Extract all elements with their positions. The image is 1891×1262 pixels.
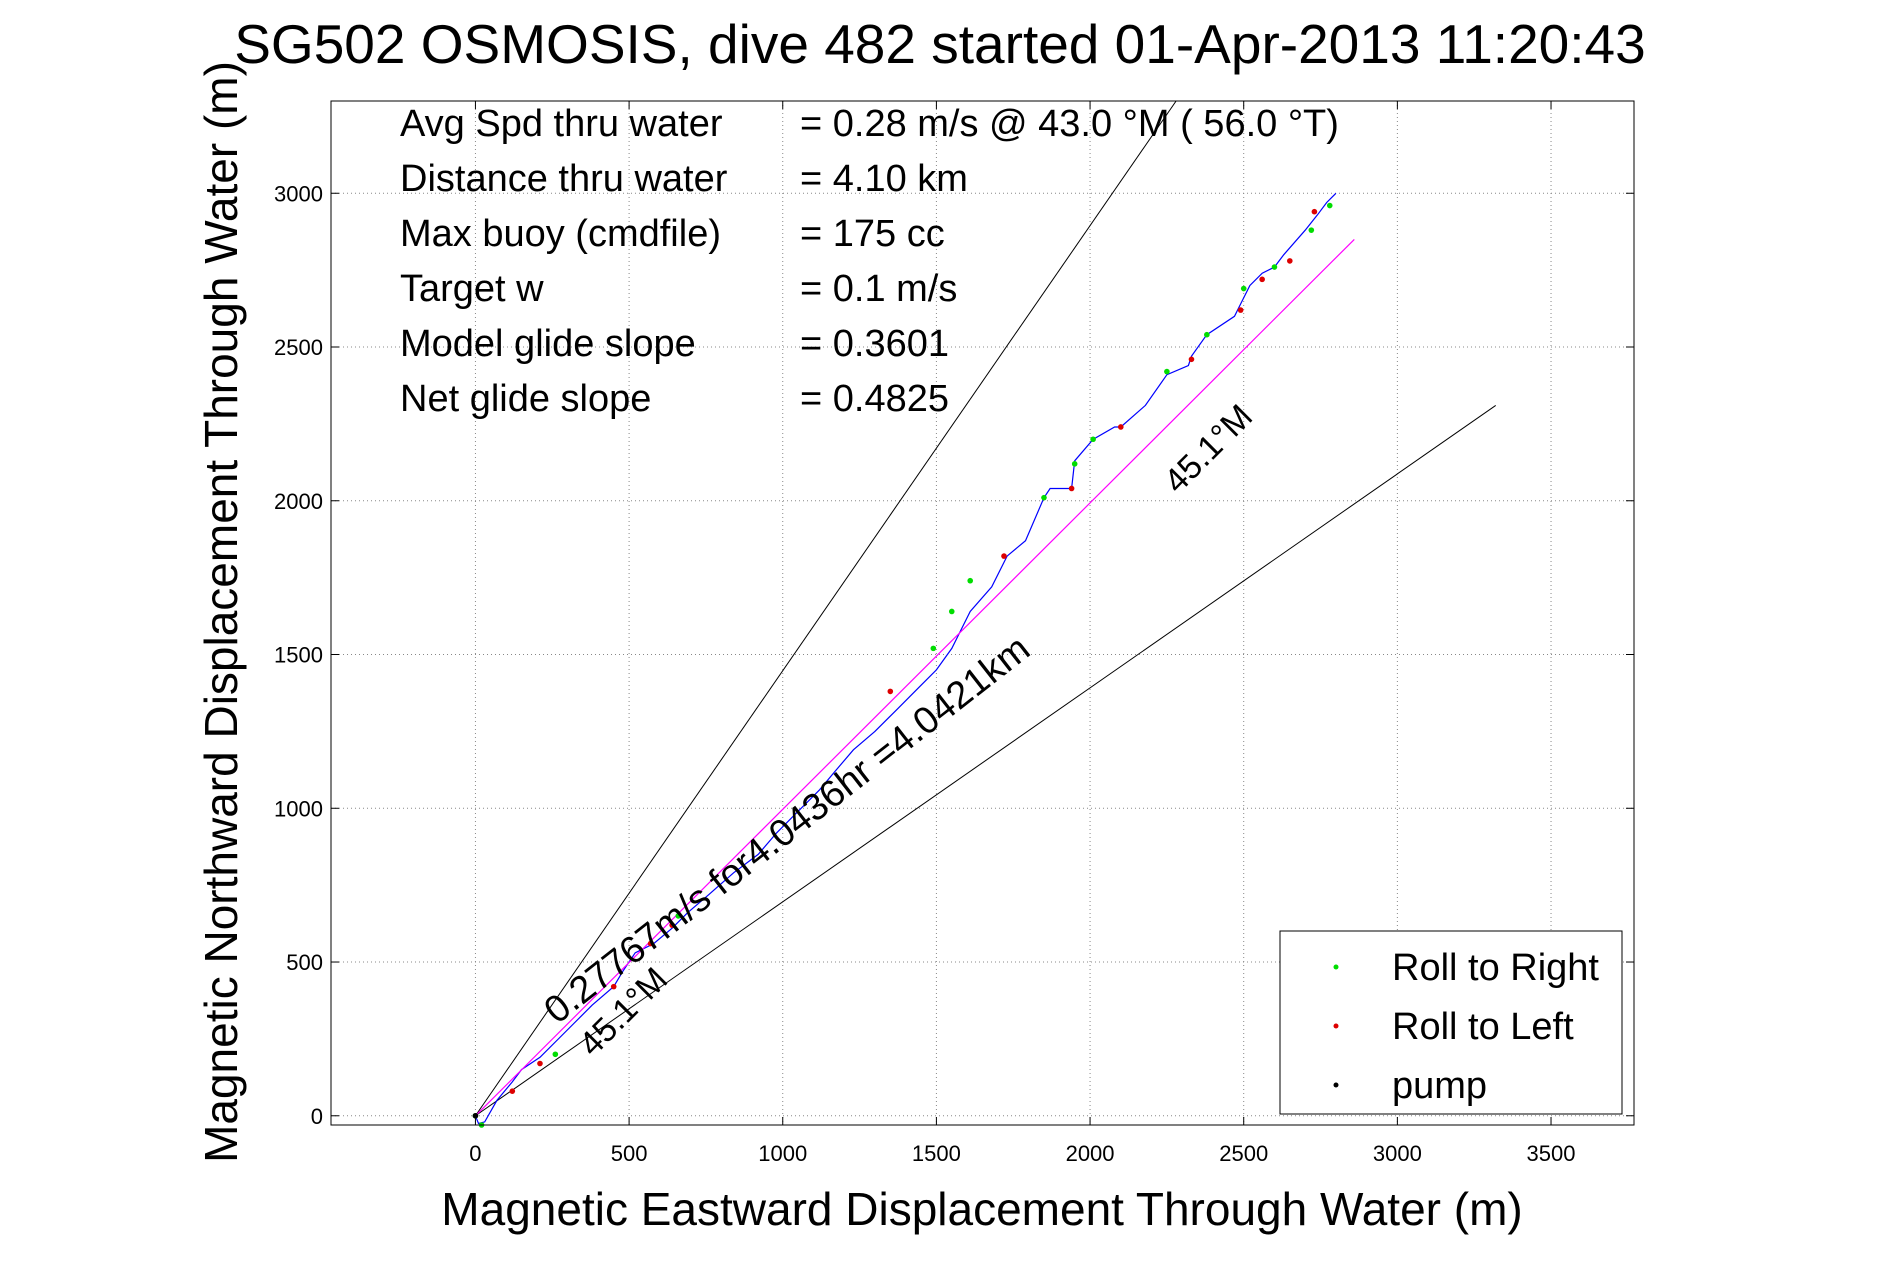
roll-left-marker (1001, 553, 1007, 559)
y-tick-label: 0 (311, 1104, 323, 1129)
marker-group (472, 202, 1333, 1128)
roll-right-marker (1240, 285, 1247, 292)
x-tick-label: 2000 (1066, 1141, 1115, 1166)
stat-label: Target w (400, 268, 544, 310)
legend-marker (1333, 1023, 1339, 1029)
x-axis-label: Magnetic Eastward Displacement Through W… (441, 1183, 1522, 1235)
legend-label: Roll to Right (1392, 947, 1599, 989)
roll-left-marker (1287, 258, 1293, 264)
roll-right-marker (1308, 227, 1315, 233)
roll-left-marker (537, 1060, 543, 1067)
roll-right-marker (967, 577, 974, 584)
heading-cone (475, 100, 1496, 1117)
roll-left-marker (1311, 208, 1318, 215)
roll-right-marker (1204, 331, 1210, 338)
legend-label: pump (1392, 1065, 1487, 1107)
roll-right-marker (948, 608, 955, 615)
roll-right-marker (1271, 264, 1278, 270)
x-tick-label: 1000 (758, 1141, 807, 1166)
stat-value: = 0.4825 (800, 378, 949, 420)
y-axis-label: Magnetic Northward Displacement Through … (195, 61, 247, 1163)
track-line (474, 192, 1337, 1125)
roll-left-marker (1188, 356, 1195, 363)
roll-left-marker (887, 688, 894, 695)
roll-right-marker (1164, 368, 1170, 375)
stat-value: = 0.1 m/s (800, 268, 957, 310)
roll-left-marker (1117, 424, 1124, 430)
legend-label: Roll to Left (1392, 1006, 1574, 1048)
x-tick-label: 3000 (1373, 1141, 1422, 1166)
stat-label: Distance thru water (400, 158, 728, 200)
roll-right-marker (1041, 494, 1047, 501)
plot-area-frame (330, 100, 1635, 1126)
legend: Roll to Right Roll to Left pump (1279, 930, 1623, 1115)
legend-marker (1333, 964, 1339, 970)
stats-panel: Avg Spd thru water = 0.28 m/s @ 43.0 °M (… (400, 103, 1339, 420)
grid (331, 101, 1634, 1125)
x-tick-label: 1500 (912, 1141, 961, 1166)
series-group (474, 192, 1355, 1125)
roll-left-marker (1259, 276, 1265, 283)
y-tick-label: 1500 (274, 643, 323, 668)
axis-ticks: 0 500 1000 1500 2000 2500 3000 3500 0 500 1000 1500… (274, 101, 1634, 1166)
y-tick-label: 2500 (274, 335, 323, 360)
roll-right-marker (1071, 461, 1078, 467)
roll-right-marker (1090, 436, 1096, 443)
stat-value: = 4.10 km (800, 158, 968, 200)
chart-title: SG502 OSMOSIS, dive 482 started 01-Apr-2… (234, 13, 1645, 75)
x-tick-label: 500 (611, 1141, 648, 1166)
roll-left-marker (647, 940, 654, 947)
y-tick-label: 1000 (274, 796, 323, 821)
stat-value: = 0.3601 (800, 323, 949, 365)
roll-left-marker (509, 1088, 516, 1094)
roll-right-marker (552, 1051, 559, 1058)
cone-line (475, 405, 1496, 1117)
y-tick-label: 500 (286, 950, 323, 975)
roll-right-marker (675, 913, 682, 919)
x-tick-label: 3500 (1527, 1141, 1576, 1166)
stat-label: Avg Spd thru water (400, 103, 723, 145)
y-tick-label: 2000 (274, 489, 323, 514)
roll-left-marker (1068, 485, 1075, 492)
roll-right-marker (930, 645, 937, 652)
stat-label: Model glide slope (400, 323, 696, 365)
roll-left-marker (610, 983, 617, 990)
y-tick-label: 3000 (274, 181, 323, 206)
pump-marker (472, 1112, 479, 1119)
heading-line (474, 238, 1355, 1117)
x-tick-label: 2500 (1219, 1141, 1268, 1166)
cone-line (475, 100, 1177, 1117)
roll-left-marker (669, 922, 675, 928)
roll-right-marker (1326, 202, 1333, 209)
legend-marker (1333, 1082, 1339, 1088)
roll-left-marker (1237, 307, 1244, 313)
stat-label: Max buoy (cmdfile) (400, 213, 721, 255)
stat-value: = 0.28 m/s @ 43.0 °M ( 56.0 °T) (800, 103, 1339, 145)
stat-label: Net glide slope (400, 378, 651, 420)
stat-value: = 175 cc (800, 213, 945, 255)
x-tick-label: 0 (469, 1141, 481, 1166)
